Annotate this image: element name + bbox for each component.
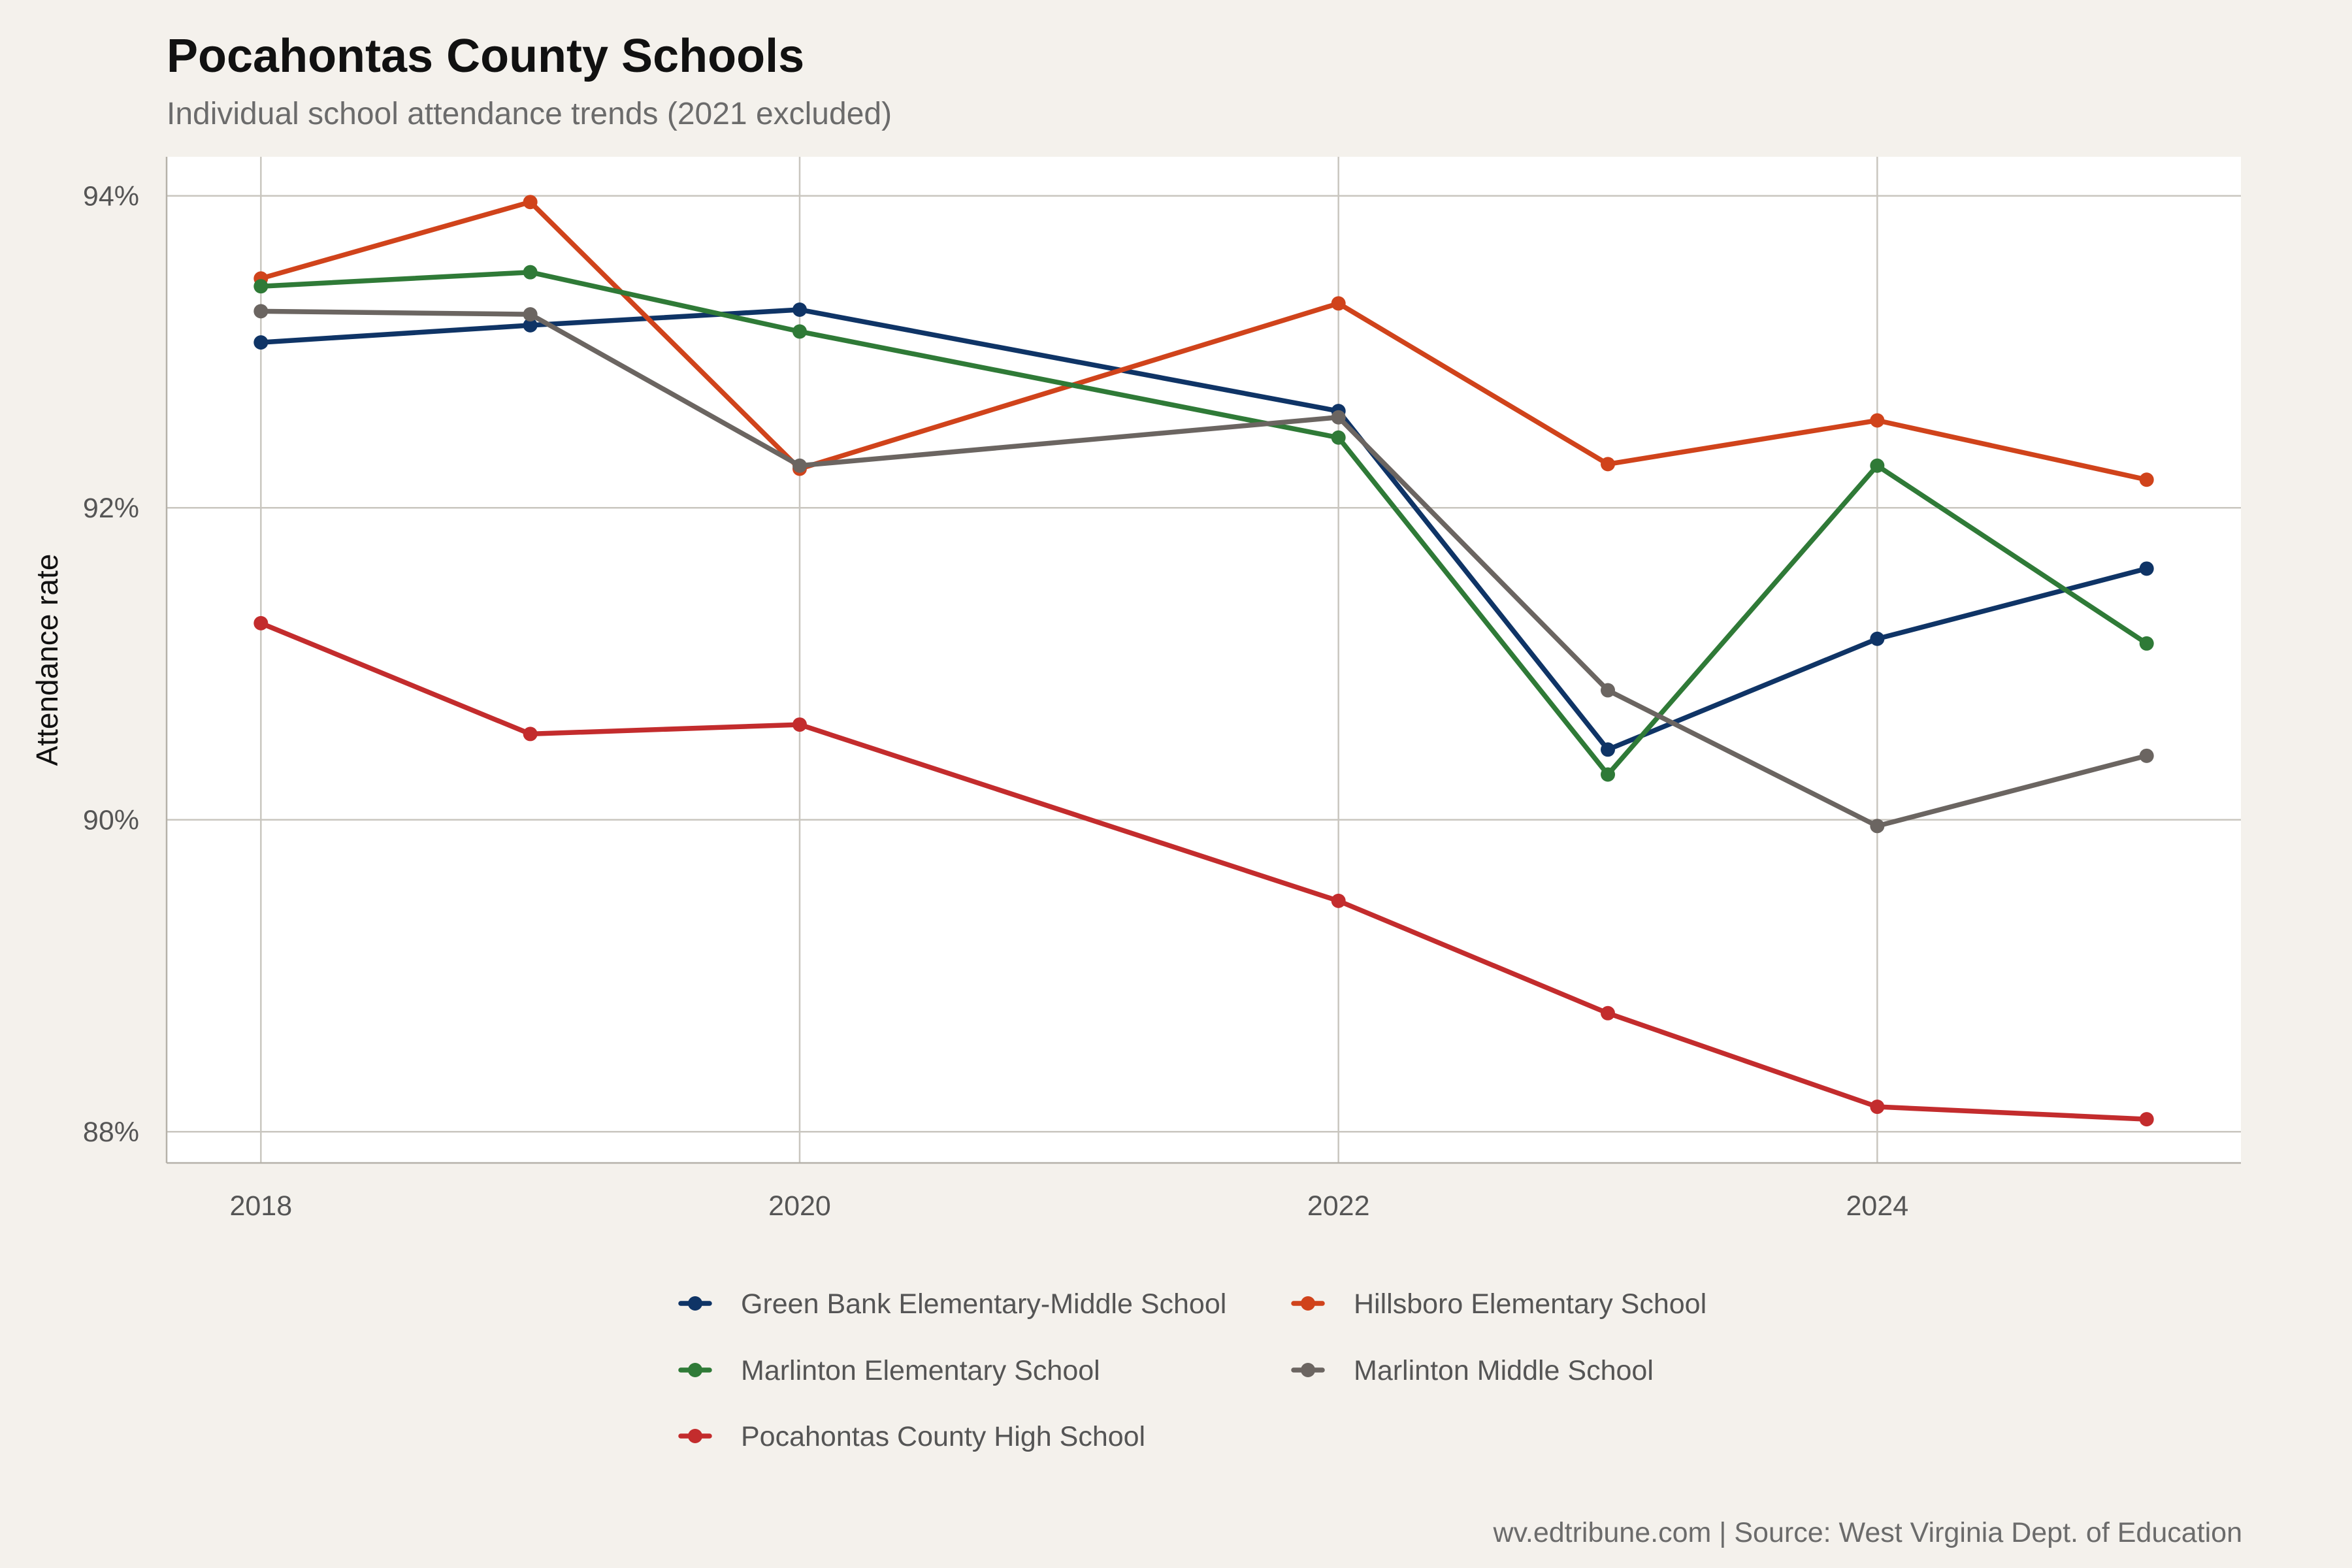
legend-label: Marlinton Middle School [1354, 1355, 1654, 1386]
data-point-marlinton-elementary-school-2025 [2139, 636, 2154, 651]
y-axis-title: Attendance rate [30, 554, 64, 766]
legend-label: Marlinton Elementary School [741, 1355, 1100, 1386]
legend-item-hillsboro-elementary-school: Hillsboro Elementary School [1291, 1288, 1707, 1320]
legend-item-marlinton-elementary-school: Marlinton Elementary School [678, 1355, 1100, 1386]
data-point-green-bank-elementary-middle-school-2020 [792, 302, 807, 317]
series-pocahontas-county-high-school [253, 615, 2154, 1127]
x-axis-ticks: 2018 2020 2022 2024 [229, 1190, 1908, 1222]
data-point-green-bank-elementary-middle-school-2025 [2139, 561, 2154, 576]
data-point-hillsboro-elementary-school-2023 [1601, 457, 1616, 472]
data-point-green-bank-elementary-middle-school-2024 [1870, 631, 1885, 646]
legend-swatch-point [1301, 1363, 1315, 1377]
x-tick-label: 2018 [229, 1190, 292, 1222]
chart-title: Pocahontas County Schools [167, 30, 804, 82]
data-point-marlinton-elementary-school-2018 [253, 279, 269, 294]
data-point-marlinton-middle-school-2025 [2139, 748, 2154, 763]
data-point-marlinton-elementary-school-2022 [1331, 430, 1346, 445]
data-point-green-bank-elementary-middle-school-2023 [1601, 742, 1616, 757]
data-point-pocahontas-county-high-school-2025 [2139, 1112, 2154, 1127]
legend-item-pocahontas-county-high-school: Pocahontas County High School [678, 1421, 1145, 1452]
data-point-hillsboro-elementary-school-2024 [1870, 413, 1885, 428]
plot-panel [167, 157, 2241, 1163]
legend: Green Bank Elementary-Middle School Hills… [678, 1288, 1707, 1452]
y-tick-label: 94% [83, 181, 139, 212]
data-point-green-bank-elementary-middle-school-2018 [253, 335, 269, 350]
y-tick-label: 90% [83, 805, 139, 836]
legend-label: Green Bank Elementary-Middle School [741, 1288, 1226, 1320]
x-tick-label: 2024 [1846, 1190, 1909, 1222]
data-point-hillsboro-elementary-school-2022 [1331, 296, 1346, 311]
legend-item-marlinton-middle-school: Marlinton Middle School [1291, 1355, 1654, 1386]
data-point-marlinton-middle-school-2024 [1870, 819, 1885, 834]
series-hillsboro-elementary-school [253, 195, 2154, 487]
series-layer [253, 195, 2154, 1127]
data-point-marlinton-middle-school-2018 [253, 304, 269, 319]
data-point-marlinton-elementary-school-2020 [792, 324, 807, 339]
legend-item-green-bank-elementary-middle-school: Green Bank Elementary-Middle School [678, 1288, 1226, 1320]
data-point-pocahontas-county-high-school-2020 [792, 717, 807, 732]
data-point-hillsboro-elementary-school-2025 [2139, 472, 2154, 487]
data-point-marlinton-elementary-school-2023 [1601, 767, 1616, 782]
legend-label: Hillsboro Elementary School [1354, 1288, 1707, 1320]
data-point-pocahontas-county-high-school-2018 [253, 615, 269, 630]
data-point-marlinton-middle-school-2022 [1331, 410, 1346, 425]
series-marlinton-elementary-school [253, 265, 2154, 782]
data-point-marlinton-elementary-school-2019 [523, 265, 538, 280]
data-point-pocahontas-county-high-school-2019 [523, 727, 538, 742]
data-point-marlinton-elementary-school-2024 [1870, 458, 1885, 473]
data-point-pocahontas-county-high-school-2022 [1331, 893, 1346, 908]
x-tick-label: 2022 [1307, 1190, 1370, 1222]
legend-swatch-point [1301, 1296, 1315, 1311]
legend-swatch-point [688, 1363, 702, 1377]
data-point-hillsboro-elementary-school-2019 [523, 195, 538, 210]
data-point-pocahontas-county-high-school-2023 [1601, 1005, 1616, 1021]
y-axis-ticks: 88% 90% 92% 94% [83, 181, 139, 1149]
legend-swatch-point [688, 1429, 702, 1443]
chart-caption: wv.edtribune.com | Source: West Virginia… [1493, 1517, 2242, 1548]
y-tick-label: 92% [83, 493, 139, 524]
data-point-marlinton-middle-school-2019 [523, 307, 538, 322]
legend-label: Pocahontas County High School [741, 1421, 1145, 1452]
x-tick-label: 2020 [768, 1190, 831, 1222]
data-point-green-bank-elementary-middle-school-2019 [523, 318, 538, 333]
chart-subtitle: Individual school attendance trends (202… [167, 97, 892, 131]
y-tick-label: 88% [83, 1117, 139, 1148]
legend-swatch-point [688, 1296, 702, 1311]
series-marlinton-middle-school [253, 304, 2154, 834]
data-point-pocahontas-county-high-school-2024 [1870, 1100, 1885, 1115]
data-point-marlinton-middle-school-2020 [792, 458, 807, 473]
data-point-marlinton-middle-school-2023 [1601, 683, 1616, 698]
